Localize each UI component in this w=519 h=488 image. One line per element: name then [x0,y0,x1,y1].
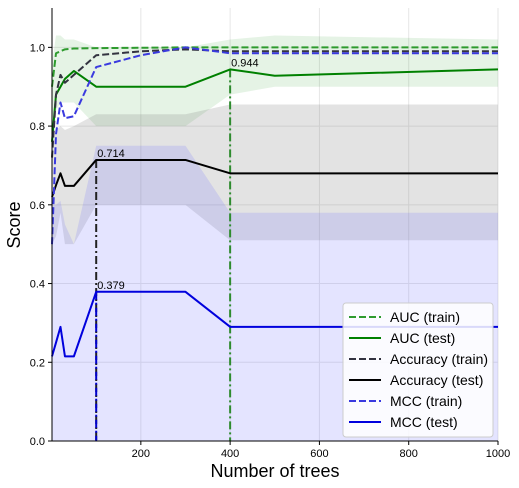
x-tick-label: 400 [221,448,239,460]
y-tick-label: 0.6 [30,200,45,212]
x-axis-ticks: 200 400 600 800 1000 [132,441,510,460]
legend-box [342,302,494,438]
legend-label: Accuracy (train) [390,351,488,367]
series-line [51,46,498,245]
legend-label: MCC (train) [390,393,462,409]
annotation-label: 0.714 [97,148,125,160]
series-line [51,68,499,142]
y-tick-label: 0.8 [30,121,45,133]
legend-label: AUC (test) [390,330,455,346]
x-tick-label: 800 [400,448,418,460]
series-line [51,48,498,158]
series-line [51,46,498,87]
x-tick-label: 1000 [486,448,510,460]
y-tick-label: 0.4 [30,279,45,291]
y-tick-label: 0.2 [30,357,45,369]
x-axis-title: Number of trees [210,461,339,481]
legend-label: Accuracy (test) [390,372,483,388]
legend-label: MCC (test) [390,414,458,430]
x-tick-label: 200 [132,448,150,460]
series-line [51,158,498,198]
chart-legend: AUC (train) AUC (test) Accuracy (train) Acc… [342,302,494,438]
y-axis-title: Score [4,201,24,248]
x-tick-label: 600 [310,448,328,460]
series-line [51,290,498,358]
annotation-label: 0.379 [97,280,125,292]
y-tick-label: 1.0 [30,42,45,54]
y-tick-label: 0.0 [30,436,45,448]
legend-label: AUC (train) [390,309,460,325]
confidence-band [52,35,498,166]
y-axis-ticks: 0.0 0.2 0.4 0.6 0.8 1.0 [30,42,52,448]
annotation-label: 0.944 [231,57,259,69]
